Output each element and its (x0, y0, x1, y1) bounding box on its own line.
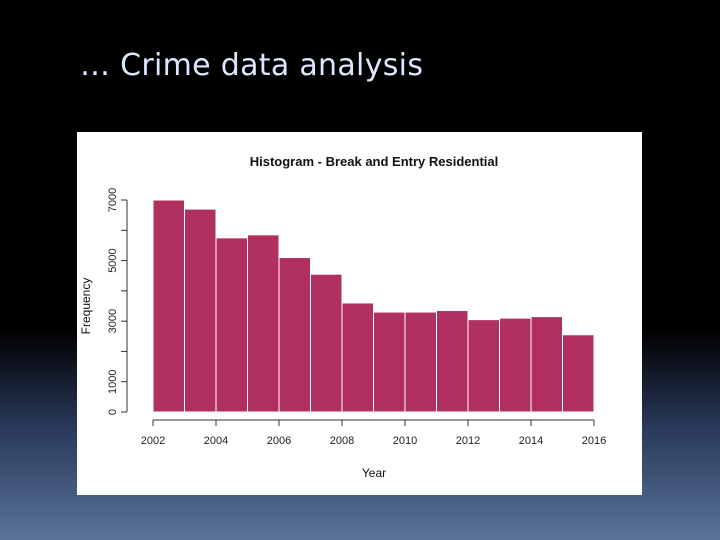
x-tick-label: 2014 (519, 435, 543, 447)
x-axis-label: Year (362, 466, 386, 480)
histogram-bar-2 (184, 208, 217, 413)
y-axis-label: Frequency (79, 278, 93, 335)
y-tick-label: 0 (107, 409, 119, 415)
histogram-bar-5 (278, 257, 311, 413)
histogram-bar-3 (215, 237, 248, 413)
x-tick-label: 2008 (330, 435, 354, 447)
chart-title: Histogram - Break and Entry Residential (250, 154, 499, 169)
histogram-bar-12 (499, 317, 532, 413)
histogram-bar-9 (404, 311, 437, 413)
y-tick-label: 1000 (107, 369, 119, 393)
y-tick-label: 3000 (107, 309, 119, 333)
x-tick-label: 2004 (204, 435, 228, 447)
histogram-bar-13 (530, 316, 563, 413)
slide-title: … Crime data analysis (80, 48, 424, 83)
histogram-bar-11 (467, 319, 500, 413)
histogram-bar-6 (310, 273, 343, 413)
histogram-bar-7 (341, 302, 374, 413)
x-tick-label: 2012 (456, 435, 480, 447)
y-tick-label: 7000 (107, 188, 119, 212)
histogram-chart: 2002 2004 2006 2008 2010 2012 2014 2016 0 1000 300… (79, 154, 606, 480)
chart-panel: 2002 2004 2006 2008 2010 2012 2014 2016 0 1000 300… (77, 132, 642, 495)
histogram-bar-10 (436, 310, 469, 413)
x-tick-label: 2002 (141, 435, 165, 447)
y-tick-label: 5000 (107, 248, 119, 272)
histogram-bar-8 (373, 311, 406, 413)
x-tick-label: 2010 (393, 435, 417, 447)
x-tick-label: 2006 (267, 435, 291, 447)
histogram-bar-14 (562, 334, 595, 413)
x-tick-label: 2016 (582, 435, 606, 447)
histogram-bar-1 (152, 199, 185, 413)
histogram-bar-4 (247, 234, 280, 413)
